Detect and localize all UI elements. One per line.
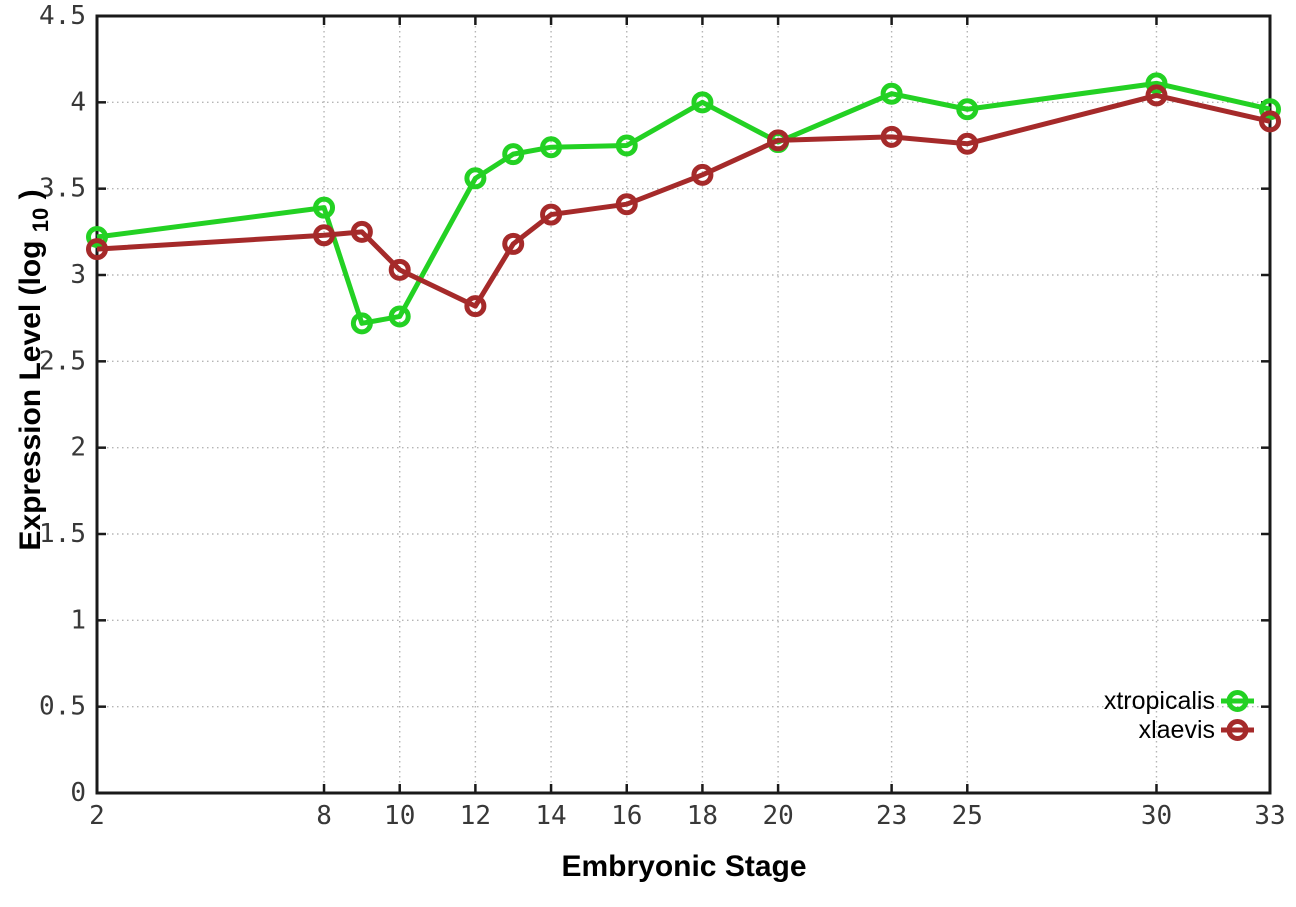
data-point-xlaevis [880, 125, 903, 148]
legend-label-xlaevis: xlaevis [1139, 716, 1215, 744]
data-point-xtropicalis [880, 82, 903, 105]
x-tick-label: 14 [535, 801, 566, 831]
gridlines [96, 15, 1271, 794]
y-axis-title-end: ) [14, 189, 47, 199]
legend-label-xtropicalis: xtropicalis [1104, 687, 1215, 715]
data-point-xlaevis [350, 220, 373, 243]
data-series [86, 72, 1281, 335]
y-tick-label: 0 [70, 778, 86, 808]
y-axis-title-main: Expression Level (log [14, 241, 47, 551]
x-tick-label: 30 [1141, 801, 1172, 831]
data-point-xtropicalis [540, 136, 563, 159]
data-point-xlaevis [615, 193, 638, 216]
y-tick-label: 4.5 [39, 1, 86, 31]
series-xtropicalis [86, 72, 1281, 335]
data-point-xlaevis [313, 224, 336, 247]
data-point-xlaevis [956, 132, 979, 155]
tick-labels: 2 8 10 12 14 16 18 20 23 25 30 33 0 0.5 1 1.5 2 2.5 3 3.5 4 4… [39, 1, 1286, 831]
legend: xtropicalis xlaevis [1104, 687, 1254, 744]
x-tick-label: 33 [1254, 801, 1285, 831]
y-tick-label: 3 [70, 260, 86, 290]
data-point-xlaevis [86, 238, 108, 261]
data-point-xtropicalis [388, 305, 411, 328]
x-tick-label: 10 [384, 801, 415, 831]
x-tick-label: 20 [762, 801, 793, 831]
y-tick-label: 3.5 [39, 174, 86, 204]
series-line-xtropicalis [96, 80, 1271, 326]
x-tick-label: 18 [687, 801, 718, 831]
x-tick-label: 16 [611, 801, 642, 831]
plot-border [95, 14, 1272, 795]
data-point-xtropicalis [691, 91, 714, 114]
y-tick-label: 2 [70, 433, 86, 463]
y-tick-label: 1.5 [39, 519, 86, 549]
y-axis-title: Expression Level (log 10 ) [14, 189, 55, 550]
y-tick-label: 2.5 [39, 346, 86, 376]
data-point-xtropicalis [1259, 98, 1281, 121]
data-point-xtropicalis [464, 167, 487, 190]
x-tick-label: 2 [89, 801, 105, 831]
data-point-xtropicalis [1145, 72, 1168, 95]
data-point-xlaevis [388, 258, 411, 281]
data-point-xtropicalis [350, 312, 373, 335]
data-point-xtropicalis [313, 196, 336, 219]
y-tick-label: 0.5 [39, 692, 86, 722]
data-point-xlaevis [691, 163, 714, 186]
x-tick-label: 12 [460, 801, 491, 831]
data-point-xlaevis [540, 203, 563, 226]
x-axis-title: Embryonic Stage [561, 850, 806, 883]
plot-border-box [95, 14, 1272, 795]
x-tick-label: 8 [316, 801, 332, 831]
series-xlaevis [86, 84, 1281, 318]
data-point-xlaevis [464, 295, 487, 318]
data-point-xlaevis [1259, 110, 1281, 133]
data-point-xlaevis [1145, 84, 1168, 107]
data-point-xtropicalis [956, 98, 979, 121]
data-point-xlaevis [767, 129, 790, 152]
x-tick-label: 25 [952, 801, 983, 831]
legend-marker-xtropicalis [1226, 690, 1249, 712]
x-tick-label: 23 [876, 801, 907, 831]
data-point-xlaevis [502, 232, 525, 255]
legend-marker-xlaevis [1226, 719, 1249, 741]
legend-samples [1221, 690, 1254, 741]
y-tick-label: 1 [70, 605, 86, 635]
data-point-xtropicalis [615, 134, 638, 157]
data-point-xtropicalis [502, 143, 525, 166]
axis-ticks [95, 14, 1272, 795]
data-point-xtropicalis [86, 226, 108, 249]
y-tick-label: 4 [70, 87, 86, 117]
y-axis-title-subscript: 10 [28, 208, 53, 232]
